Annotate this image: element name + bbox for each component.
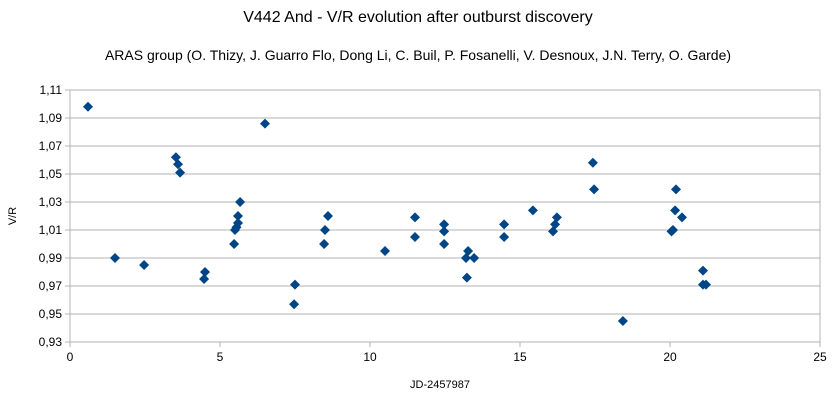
data-point: [83, 101, 93, 112]
chart-subtitle: ARAS group (O. Thizy, J. Guarro Flo, Don…: [104, 47, 732, 63]
x-axis-label: JD-2457987: [410, 379, 470, 391]
y-tick-label: 1,09: [39, 111, 63, 125]
data-point: [235, 197, 246, 207]
data-point: [698, 265, 708, 276]
data-point: [469, 253, 480, 263]
data-point: [319, 239, 330, 249]
y-tick-label: 1,07: [39, 139, 63, 153]
data-point: [175, 167, 186, 178]
data-point: [551, 212, 562, 223]
data-point: [233, 211, 243, 221]
data-point: [439, 226, 450, 237]
data-point: [670, 205, 681, 216]
data-point: [173, 159, 183, 170]
data-point: [499, 219, 510, 230]
data-point: [461, 272, 472, 283]
data-point: [139, 260, 150, 270]
data-point: [617, 316, 628, 326]
data-point: [290, 279, 300, 290]
data-point: [587, 157, 598, 168]
y-tick-label: 1,03: [39, 195, 63, 209]
x-tick-label: 10: [363, 350, 377, 364]
data-point: [439, 219, 450, 230]
data-point: [668, 225, 678, 235]
data-point: [110, 253, 120, 263]
y-tick-label: 1,11: [40, 83, 63, 97]
data-point: [289, 299, 300, 310]
y-tick-label: 0,97: [39, 279, 63, 293]
chart-title: V442 And - V/R evolution after outburst …: [243, 9, 593, 26]
y-axis-label: V/R: [7, 207, 19, 225]
data-point: [410, 212, 420, 223]
data-point: [229, 239, 240, 249]
data-point: [320, 225, 330, 235]
data-point: [260, 118, 270, 129]
data-point: [589, 184, 600, 195]
y-tick-label: 0,95: [39, 307, 63, 321]
x-tick-label: 15: [513, 350, 527, 364]
data-point: [439, 239, 450, 249]
data-point: [410, 232, 420, 242]
x-tick-label: 5: [217, 350, 224, 364]
y-tick-label: 1,01: [39, 223, 63, 237]
data-point: [233, 218, 243, 228]
data-point: [499, 232, 510, 242]
x-tick-label: 0: [67, 350, 74, 364]
data-point: [527, 205, 538, 216]
y-tick-label: 1,05: [39, 167, 63, 181]
data-point: [550, 219, 561, 230]
data-point: [463, 246, 474, 256]
data-point: [323, 211, 333, 221]
data-point: [199, 274, 210, 284]
data-point: [200, 267, 210, 277]
y-tick-label: 0,99: [39, 251, 63, 265]
x-tick-label: 20: [663, 350, 677, 364]
y-tick-label: 0,93: [39, 335, 63, 349]
data-point: [671, 184, 681, 195]
data-point: [677, 212, 687, 223]
data-point: [380, 246, 390, 256]
data-point: [701, 279, 711, 290]
x-tick-label: 25: [813, 350, 827, 364]
